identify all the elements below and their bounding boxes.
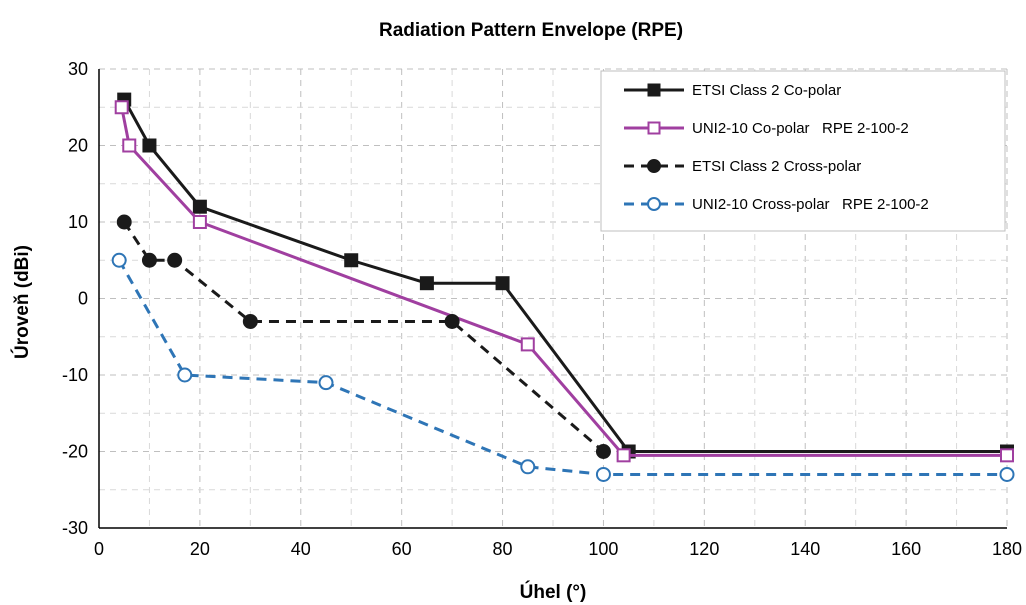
- data-point: [318, 375, 334, 391]
- data-point: [520, 459, 536, 475]
- legend-entry: UNI2-10 Co-polar RPE 2-100-2: [624, 120, 909, 137]
- series-4: [111, 252, 1015, 482]
- data-point: [142, 138, 157, 153]
- x-tick-label: 0: [94, 539, 104, 559]
- data-point: [344, 253, 359, 268]
- data-point: [192, 199, 207, 214]
- legend-marker: [647, 83, 661, 97]
- legend-marker: [647, 159, 661, 173]
- legend-label: UNI2-10 Co-polar RPE 2-100-2: [692, 120, 909, 137]
- legend-label: ETSI Class 2 Co-polar: [692, 82, 841, 99]
- legend-label: ETSI Class 2 Cross-polar: [692, 158, 861, 175]
- data-point: [114, 100, 129, 115]
- x-tick-label: 100: [588, 539, 618, 559]
- data-point: [616, 448, 631, 463]
- legend-entry: ETSI Class 2 Co-polar: [624, 82, 841, 99]
- x-tick-label: 180: [992, 539, 1022, 559]
- x-tick-label: 120: [689, 539, 719, 559]
- chart-title: Radiation Pattern Envelope (RPE): [379, 20, 683, 41]
- data-point: [495, 276, 510, 291]
- series-2: [114, 100, 1014, 463]
- data-point: [444, 313, 460, 329]
- legend-marker: [647, 197, 661, 211]
- legend-entry: UNI2-10 Cross-polar RPE 2-100-2: [624, 196, 929, 213]
- data-point: [141, 252, 157, 268]
- x-tick-label: 80: [493, 539, 513, 559]
- y-tick-label: -20: [62, 442, 88, 462]
- y-tick-label: -10: [62, 365, 88, 385]
- data-point: [419, 276, 434, 291]
- y-tick-label: 0: [78, 289, 88, 309]
- legend-box: [600, 70, 1006, 232]
- series-line: [122, 98, 1007, 453]
- x-tick-label: 20: [190, 539, 210, 559]
- data-point: [520, 337, 535, 352]
- data-point: [177, 367, 193, 383]
- data-point: [111, 252, 127, 268]
- series-1: [117, 92, 1014, 459]
- data-point: [167, 252, 183, 268]
- data-point: [595, 466, 611, 482]
- series-line: [122, 221, 605, 453]
- x-axis-label: Úhel (°): [520, 581, 587, 603]
- legend-entry: ETSI Class 2 Cross-polar: [624, 158, 861, 175]
- x-tick-label: 60: [392, 539, 412, 559]
- data-point: [595, 444, 611, 459]
- x-tick-label: 40: [291, 539, 311, 559]
- data-point: [242, 313, 258, 329]
- y-axis-label: Úroveň (dBi): [11, 245, 33, 359]
- series-layer: [111, 92, 1015, 482]
- y-tick-label: -30: [62, 518, 88, 538]
- y-tick-label: 10: [68, 212, 88, 232]
- legend-marker: [647, 121, 661, 135]
- data-point: [116, 214, 132, 230]
- series-line: [117, 259, 1007, 476]
- legend: ETSI Class 2 Co-polar UNI2-10 Co-polar RP…: [600, 70, 1006, 232]
- data-point: [192, 215, 207, 229]
- series-3: [116, 214, 611, 459]
- data-point: [122, 138, 137, 153]
- x-tick-label: 160: [891, 539, 921, 559]
- legend-label: UNI2-10 Cross-polar RPE 2-100-2: [692, 196, 929, 213]
- data-point: [999, 466, 1015, 482]
- data-point: [1000, 448, 1014, 463]
- y-tick-label: 20: [68, 136, 88, 156]
- y-tick-label: 30: [68, 59, 88, 79]
- x-tick-label: 140: [790, 539, 820, 559]
